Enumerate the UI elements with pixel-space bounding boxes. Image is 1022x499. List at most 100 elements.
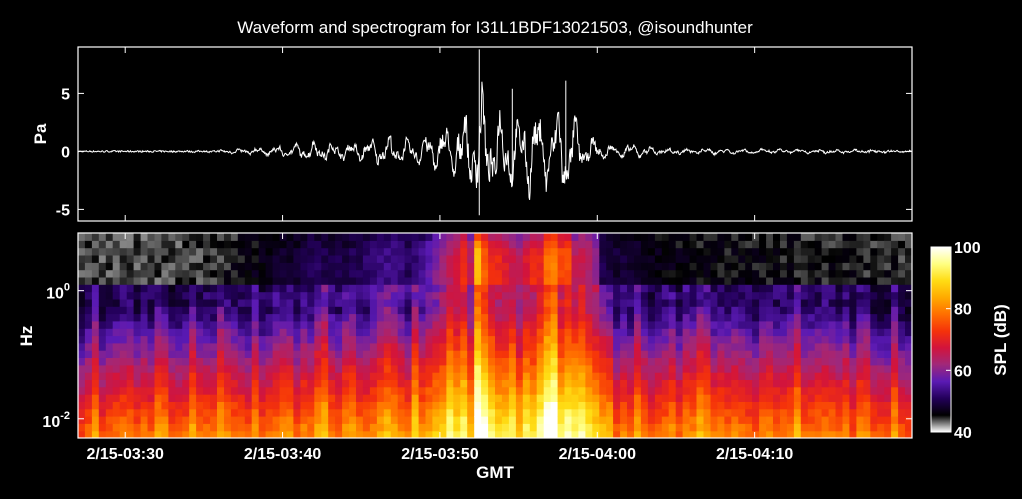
spectrogram-cell xyxy=(460,328,468,337)
spectrogram-cell xyxy=(119,233,128,241)
spectrogram-cell xyxy=(835,335,844,344)
spectrogram-cell xyxy=(119,262,128,271)
spectrogram-cell xyxy=(453,379,461,388)
spectrogram-cell xyxy=(675,335,684,344)
spectrogram-cell xyxy=(786,342,795,351)
spectrogram-cell xyxy=(84,320,93,329)
spectrogram-cell xyxy=(856,269,864,278)
spectrogram-cell xyxy=(335,291,343,300)
spectrogram-cell xyxy=(863,430,871,438)
spectrogram-cell xyxy=(453,408,461,417)
spectrogram-cell xyxy=(467,430,475,438)
spectrogram-cell xyxy=(905,233,912,241)
spectrogram-cell xyxy=(210,350,218,358)
spectrogram-cell xyxy=(217,291,225,300)
spectrogram-cell xyxy=(703,379,712,388)
spectrogram-cell xyxy=(112,430,121,438)
spectrogram-cell xyxy=(640,423,649,432)
spectrogram-cell xyxy=(780,430,788,438)
spectrogram-cell xyxy=(411,255,420,263)
spectrogram-cell xyxy=(154,313,163,322)
spectrogram-cell xyxy=(265,320,274,329)
spectrogram-cell xyxy=(251,262,260,271)
spectrogram-cell xyxy=(91,364,100,373)
spectrogram-cell xyxy=(793,342,802,351)
spectrogram-cell xyxy=(557,233,566,241)
spectrogram-cell xyxy=(418,423,427,432)
spectrogram-cell xyxy=(369,313,378,322)
spectrogram-cell xyxy=(898,298,906,307)
spectrogram-cell xyxy=(481,269,489,278)
spectrogram-cell xyxy=(773,342,781,351)
spectrogram-cell xyxy=(362,342,371,351)
spectrogram-cell xyxy=(300,394,308,402)
spectrogram-cell xyxy=(335,430,343,438)
spectrogram-cell xyxy=(397,408,406,417)
spectrogram-cell xyxy=(432,430,440,438)
spectrogram-cell xyxy=(147,313,156,322)
spectrogram-cell xyxy=(620,262,628,271)
spectrogram-cell xyxy=(835,423,844,432)
spectrogram-cell xyxy=(279,364,288,373)
spectrogram-cell xyxy=(682,423,691,432)
spectrogram-cell xyxy=(342,335,350,344)
spectrogram-cell xyxy=(759,233,767,241)
spectrogram-cell xyxy=(196,386,204,395)
spectrogram-cell xyxy=(863,306,871,315)
spectrogram-cell xyxy=(175,350,183,358)
spectrogram-cell xyxy=(905,284,912,293)
spectrogram-cell xyxy=(738,291,746,300)
spectrogram-cell xyxy=(613,276,621,285)
spectrogram-cell xyxy=(446,416,454,424)
spectrogram-cell xyxy=(84,364,93,373)
spectrogram-cell xyxy=(905,423,912,432)
spectrogram-cell xyxy=(550,313,559,322)
spectrogram-cell xyxy=(752,430,760,438)
spectrogram-cell xyxy=(620,342,628,351)
spectrogram-cell xyxy=(272,247,281,256)
spectrogram-cell xyxy=(342,291,350,300)
spectrogram-cell xyxy=(335,284,343,293)
spectrogram-cell xyxy=(119,386,128,395)
spectrogram-cell xyxy=(800,247,809,256)
spectrogram-cell xyxy=(710,350,718,358)
spectrogram-cell xyxy=(620,401,628,410)
spectrogram-cell xyxy=(849,364,857,373)
spectrogram-cell xyxy=(481,313,489,322)
spectrogram-cell xyxy=(620,408,628,417)
spectrogram-cell xyxy=(870,240,878,249)
spectrogram-cell xyxy=(501,401,510,410)
spectrogram-cell xyxy=(647,342,656,351)
spectrogram-cell xyxy=(696,401,705,410)
spectrogram-cell xyxy=(321,416,329,424)
spectrogram-cell xyxy=(640,298,649,307)
spectrogram-cell xyxy=(634,233,642,241)
spectrogram-cell xyxy=(432,240,440,249)
spectrogram-cell xyxy=(356,320,364,329)
spectrogram-cell xyxy=(272,372,281,380)
spectrogram-cell xyxy=(766,394,774,402)
spectrogram-cell xyxy=(668,320,677,329)
spectrogram-cell xyxy=(835,372,844,380)
spectrogram-cell xyxy=(745,379,753,388)
spectrogram-cell xyxy=(349,320,357,329)
spectrogram-cell xyxy=(404,423,413,432)
spectrogram-cell xyxy=(515,298,524,307)
spectrogram-cell xyxy=(411,328,420,337)
spectrogram-cell xyxy=(258,372,267,380)
spectrogram-cell xyxy=(175,276,183,285)
spectrogram-cell xyxy=(474,255,482,263)
spectrogram-cell xyxy=(682,379,691,388)
spectrogram-cell xyxy=(759,291,767,300)
spectrogram-cell xyxy=(793,416,802,424)
spectrogram-cell xyxy=(217,342,225,351)
spectrogram-cell xyxy=(759,408,767,417)
spectrogram-cell xyxy=(432,386,440,395)
spectrogram-cell xyxy=(870,298,878,307)
spectrogram-cell xyxy=(217,357,225,366)
spectrogram-cell xyxy=(745,423,753,432)
spectrogram-cell xyxy=(335,416,343,424)
spectrogram-cell xyxy=(835,306,844,315)
spectrogram-cell xyxy=(293,335,301,344)
spectrogram-cell xyxy=(390,320,399,329)
